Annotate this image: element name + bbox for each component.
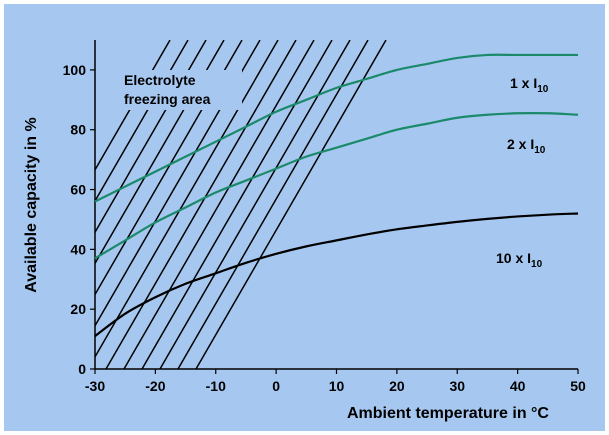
x-tick-label: -20 [145,378,165,394]
axes [90,40,579,374]
x-tick-label: 10 [329,378,345,394]
x-tick-label: 50 [570,378,586,394]
series-line-0 [94,53,578,203]
y-axis-label: Available capacity in % [23,117,40,292]
series-line-2 [94,212,579,337]
x-tick-label: 30 [449,378,465,394]
tick-labels: -30 -20 -10 0 10 20 30 40 50 0 20 40 60 80 100 [63,62,586,394]
hatch-line [123,40,315,369]
freezing-area-label-line1: Electrolyte [124,72,196,88]
y-tick-label: 80 [70,122,86,138]
hatch-line [177,40,369,369]
series-line-1 [94,111,579,260]
x-axis-label: Ambient temperature in °C [347,405,549,422]
hatch-line [141,40,333,369]
y-tick-label: 0 [78,361,86,377]
hatch-line [95,40,279,359]
y-tick-label: 20 [70,301,86,317]
hatch-line [105,40,297,369]
x-tick-label: -30 [85,378,105,394]
freezing-area-label-box [112,70,242,110]
series-label-1xI10: 1 x I10 [510,75,549,95]
hatch-line [195,40,387,369]
y-tick-label: 100 [63,62,87,78]
y-tick-label: 60 [70,182,86,198]
series-label-10xI10: 10 x I10 [496,250,543,270]
x-tick-label: 0 [272,378,280,394]
x-tick-label: 20 [389,378,405,394]
freezing-area-label-line2: freezing area [124,91,211,107]
series-label-2xI10: 2 x I10 [507,136,546,156]
x-tick-label: 40 [510,378,526,394]
x-tick-label: -10 [206,378,226,394]
y-tick-label: 40 [70,241,86,257]
curves [94,53,579,337]
